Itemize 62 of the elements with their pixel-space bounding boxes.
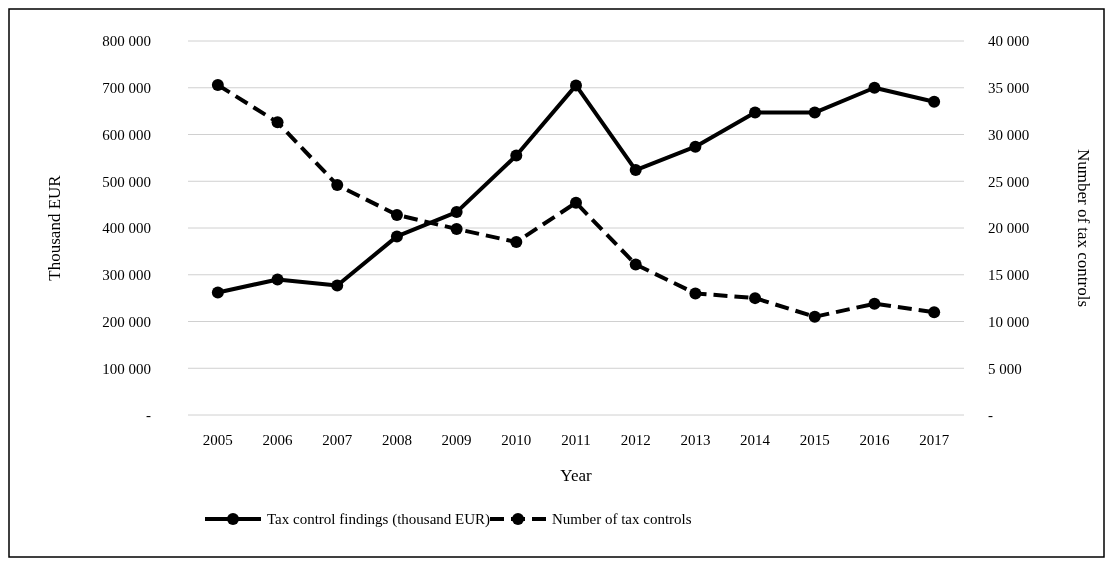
y-tick-label: 400 000: [102, 220, 151, 237]
point: [749, 106, 762, 119]
point: [510, 149, 523, 162]
point: [570, 196, 582, 209]
point: [271, 273, 284, 286]
point: [450, 222, 463, 235]
y2-tick-label: 5 000: [988, 360, 1022, 377]
x-tick-label: 2012: [620, 432, 651, 448]
x-axis-title: Year: [560, 466, 592, 485]
point: [749, 292, 762, 305]
point: [928, 95, 941, 108]
x-tick-label: 2007: [322, 432, 353, 448]
x-tick-label: 2014: [740, 432, 771, 448]
y2-tick-label: 25 000: [988, 173, 1030, 190]
point: [808, 310, 821, 323]
y-axis-title: Thousand EUR: [45, 174, 64, 281]
point: [868, 81, 881, 94]
x-tick-label: 2005: [202, 432, 233, 448]
point: [211, 286, 224, 299]
y2-tick-label: -: [988, 407, 993, 424]
x-tick-label: 2006: [262, 432, 294, 448]
point: [570, 79, 582, 92]
point: [211, 78, 224, 91]
point: [808, 106, 821, 119]
y2-tick-label: 20 000: [988, 220, 1030, 237]
y-tick-label: 500 000: [102, 173, 151, 190]
y-tick-label: -: [146, 407, 151, 424]
point: [450, 206, 463, 219]
y2-axis-title: Number of tax controls: [1074, 148, 1093, 308]
point: [331, 178, 344, 191]
y-tick-label: 100 000: [102, 360, 151, 377]
legend-label: Number of tax controls: [552, 511, 692, 528]
y-tick-label: 600 000: [102, 126, 151, 143]
point: [510, 236, 523, 249]
point: [331, 279, 344, 292]
x-tick-label: 2010: [501, 432, 532, 448]
x-tick-label: 2008: [381, 432, 412, 448]
y2-tick-label: 15 000: [988, 267, 1030, 283]
point: [629, 164, 642, 177]
point: [271, 116, 284, 129]
x-tick-label: 2017: [919, 432, 950, 448]
point: [390, 208, 403, 221]
legend-label: Tax control findings (thousand EUR): [267, 511, 491, 529]
y-tick-label: 200 000: [102, 313, 151, 330]
point: [928, 306, 941, 319]
point: [689, 140, 702, 153]
point: [390, 230, 403, 243]
x-tick-label: 2009: [441, 432, 472, 448]
x-tick-label: 2016: [859, 432, 890, 448]
y2-tick-label: 35 000: [988, 80, 1030, 96]
y-tick-label: 300 000: [102, 267, 151, 283]
y-tick-label: 700 000: [102, 80, 151, 96]
point: [689, 287, 702, 300]
y2-tick-label: 30 000: [988, 126, 1030, 143]
point: [629, 258, 642, 271]
x-tick-label: 2011: [561, 432, 591, 448]
y2-tick-label: 40 000: [988, 33, 1030, 50]
y-tick-label: 800 000: [102, 33, 151, 50]
x-tick-label: 2013: [680, 432, 711, 448]
x-tick-label: 2015: [799, 432, 830, 448]
y2-tick-label: 10 000: [988, 313, 1030, 330]
point: [868, 297, 881, 310]
